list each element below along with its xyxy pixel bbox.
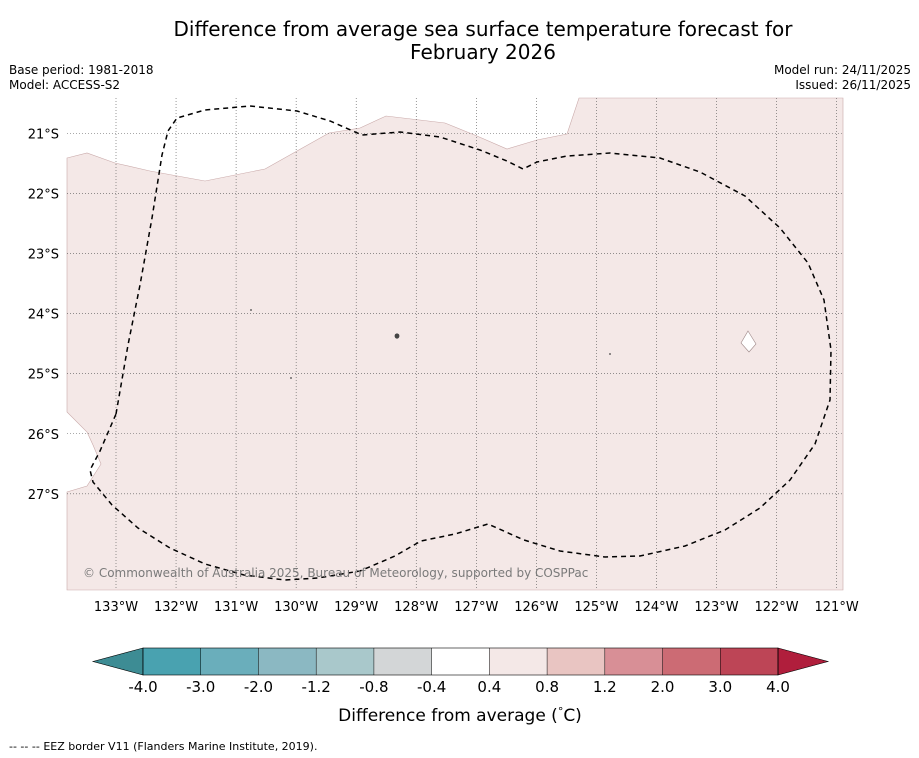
colorbar-segment <box>489 648 548 675</box>
longitude-label: 121°W <box>815 600 859 615</box>
colorbar-segment <box>604 648 663 675</box>
colorbar-title-prefix: Difference from average ( <box>338 706 558 726</box>
colorbar-tick-label: -0.8 <box>359 678 388 696</box>
anomaly-fill <box>66 97 844 591</box>
colorbar-segment <box>258 648 317 675</box>
longitude-label: 129°W <box>334 600 378 615</box>
colorbar-segment <box>662 648 721 675</box>
latitude-label: 25°S <box>28 368 59 383</box>
colorbar-tick-label: 0.4 <box>477 678 501 696</box>
island-speck <box>250 309 252 311</box>
island-speck <box>394 333 400 339</box>
colorbar-segment <box>143 648 201 675</box>
colorbar-tick-label: 0.8 <box>535 678 559 696</box>
colorbar-tick-label: -4.0 <box>128 678 157 696</box>
latitude-label: 27°S <box>28 488 59 503</box>
colorbar-segment <box>316 648 374 675</box>
eez-border <box>89 105 832 581</box>
model-text: Model: ACCESS-S2 <box>9 78 121 92</box>
title-line-1: Difference from average sea surface temp… <box>173 17 793 41</box>
colorbar-tick-label: -2.0 <box>244 678 273 696</box>
latitude-labels: 21°S 22°S 23°S 24°S 25°S 26°S 27°S <box>28 128 59 503</box>
colorbar-segment <box>547 648 605 675</box>
colorbar-title-suffix: C) <box>563 706 582 726</box>
colorbar-segment <box>720 648 778 675</box>
meta-left: Base period: 1981-2018 Model: ACCESS-S2 <box>9 63 154 93</box>
longitude-label: 128°W <box>394 600 438 615</box>
colorbar-segment <box>431 648 490 675</box>
latitude-label: 26°S <box>28 428 59 443</box>
colorbar: -4.0 -3.0 -2.0 -1.2 -0.8 -0.4 0.4 0.8 1.2 2.0 3.0 4… <box>91 647 830 696</box>
colorbar-segment <box>200 648 259 675</box>
longitude-labels: 133°W 132°W 131°W 130°W 129°W 128°W 127°W 126°W… <box>94 600 859 615</box>
colorbar-tick-label: 4.0 <box>766 678 790 696</box>
title-line-2: February 2026 <box>410 40 556 64</box>
longitude-label: 122°W <box>754 600 798 615</box>
colorbar-extend-high <box>777 647 830 676</box>
longitude-label: 124°W <box>634 600 678 615</box>
latitude-label: 23°S <box>28 248 59 263</box>
island-speck <box>290 377 292 379</box>
model-run-text: Model run: 24/11/2025 <box>773 63 911 77</box>
issued-text: Issued: 26/11/2025 <box>795 78 911 92</box>
colorbar-segment <box>373 648 432 675</box>
longitude-label: 132°W <box>154 600 198 615</box>
copyright-notice: © Commonwealth of Australia 2025, Bureau… <box>83 566 588 580</box>
colorbar-title: Difference from average (°C) <box>338 705 582 726</box>
colorbar-tick-label: -0.4 <box>417 678 446 696</box>
latitude-label: 22°S <box>28 188 59 203</box>
longitude-label: 123°W <box>694 600 738 615</box>
colorbar-extend-low <box>91 647 144 676</box>
colorbar-outline <box>142 647 779 676</box>
longitude-label: 130°W <box>274 600 318 615</box>
longitude-label: 125°W <box>574 600 618 615</box>
meta-right: Model run: 24/11/2025 Issued: 26/11/2025 <box>774 63 911 93</box>
island-speck <box>609 353 611 355</box>
island-patch <box>740 330 757 353</box>
footnote-text: EEZ border V11 (Flanders Marine Institut… <box>43 740 318 753</box>
latitude-label: 21°S <box>28 128 59 143</box>
gridlines <box>67 98 843 590</box>
base-period-text: Base period: 1981-2018 <box>9 63 154 77</box>
eez-footnote: -- -- -- EEZ border V11 (Flanders Marine… <box>9 740 317 753</box>
longitude-label: 131°W <box>214 600 258 615</box>
colorbar-tick-label: 3.0 <box>708 678 732 696</box>
chart-title: Difference from average sea surface temp… <box>0 18 919 64</box>
latitude-label: 24°S <box>28 308 59 323</box>
colorbar-tick-label: 2.0 <box>651 678 675 696</box>
longitude-label: 127°W <box>454 600 498 615</box>
footnote-dash-legend: -- -- -- <box>9 740 40 753</box>
longitude-label: 126°W <box>514 600 558 615</box>
colorbar-tick-label: 1.2 <box>593 678 617 696</box>
colorbar-tick-label: -3.0 <box>186 678 215 696</box>
map-area <box>66 97 844 591</box>
colorbar-title-degree: ° <box>558 705 564 718</box>
colorbar-tick-label: -1.2 <box>302 678 331 696</box>
longitude-label: 133°W <box>94 600 138 615</box>
